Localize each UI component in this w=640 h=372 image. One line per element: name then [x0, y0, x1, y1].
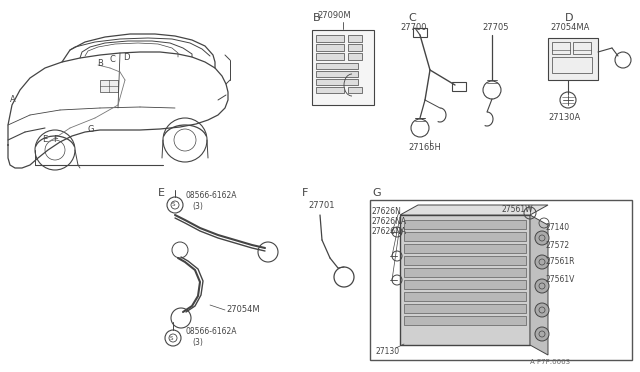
- Text: S: S: [170, 336, 173, 340]
- Text: G: G: [372, 188, 381, 198]
- Text: A P7P:0063: A P7P:0063: [530, 359, 570, 365]
- Text: 27130: 27130: [375, 347, 399, 356]
- Text: S: S: [172, 202, 175, 208]
- Bar: [348, 35, 362, 42]
- Text: 27165H: 27165H: [408, 144, 441, 153]
- Text: 27626NA: 27626NA: [372, 218, 407, 227]
- Text: 27054M: 27054M: [226, 305, 260, 314]
- Text: 27130A: 27130A: [548, 113, 580, 122]
- Bar: [100, 80, 118, 92]
- Bar: [404, 316, 526, 325]
- Text: 27700: 27700: [400, 23, 426, 32]
- Text: C: C: [408, 13, 416, 23]
- Bar: [404, 256, 526, 265]
- Text: 27626NA: 27626NA: [372, 228, 407, 237]
- Circle shape: [535, 255, 549, 269]
- Polygon shape: [400, 205, 548, 215]
- Bar: [413, 28, 427, 37]
- Text: B: B: [97, 58, 103, 67]
- Text: F: F: [53, 135, 58, 144]
- Text: E: E: [42, 135, 47, 144]
- Text: C: C: [110, 55, 116, 64]
- Bar: [404, 268, 526, 277]
- Text: 27140: 27140: [546, 224, 570, 232]
- Bar: [404, 244, 526, 253]
- Bar: [404, 304, 526, 313]
- Text: F: F: [302, 188, 308, 198]
- Text: (3): (3): [192, 337, 203, 346]
- Text: (3): (3): [192, 202, 203, 211]
- Text: 27561R: 27561R: [546, 257, 575, 266]
- Circle shape: [535, 231, 549, 245]
- Bar: [404, 292, 526, 301]
- Text: 27701: 27701: [308, 201, 335, 209]
- Bar: [316, 63, 358, 69]
- Text: 27705: 27705: [482, 23, 509, 32]
- Circle shape: [535, 303, 549, 317]
- Polygon shape: [530, 215, 548, 355]
- Text: D: D: [123, 52, 129, 61]
- Bar: [316, 53, 344, 60]
- Text: E: E: [158, 188, 165, 198]
- Text: 27561W: 27561W: [502, 205, 534, 215]
- Text: 27572: 27572: [546, 241, 570, 250]
- Text: 08566-6162A: 08566-6162A: [185, 192, 237, 201]
- Text: 27561V: 27561V: [546, 275, 575, 283]
- Text: B: B: [313, 13, 321, 23]
- Circle shape: [535, 279, 549, 293]
- Bar: [573, 42, 591, 54]
- Bar: [312, 30, 374, 105]
- Bar: [548, 38, 598, 80]
- Bar: [316, 79, 358, 85]
- Text: G: G: [88, 125, 95, 135]
- Bar: [316, 87, 344, 93]
- Circle shape: [535, 327, 549, 341]
- Text: 27054MA: 27054MA: [550, 23, 589, 32]
- Bar: [348, 53, 362, 60]
- Bar: [370, 200, 632, 360]
- Bar: [348, 87, 362, 93]
- Text: 27626N: 27626N: [372, 208, 402, 217]
- Text: 08566-6162A: 08566-6162A: [185, 327, 237, 337]
- Bar: [404, 232, 526, 241]
- Bar: [348, 44, 362, 51]
- Bar: [316, 35, 344, 42]
- Bar: [316, 71, 358, 77]
- Text: D: D: [565, 13, 573, 23]
- Bar: [552, 57, 592, 73]
- Bar: [452, 82, 466, 91]
- Text: 27090M: 27090M: [317, 10, 351, 19]
- Bar: [400, 215, 530, 345]
- Bar: [316, 44, 344, 51]
- Bar: [404, 280, 526, 289]
- Text: A: A: [10, 96, 16, 105]
- Bar: [404, 220, 526, 229]
- Bar: [552, 42, 570, 54]
